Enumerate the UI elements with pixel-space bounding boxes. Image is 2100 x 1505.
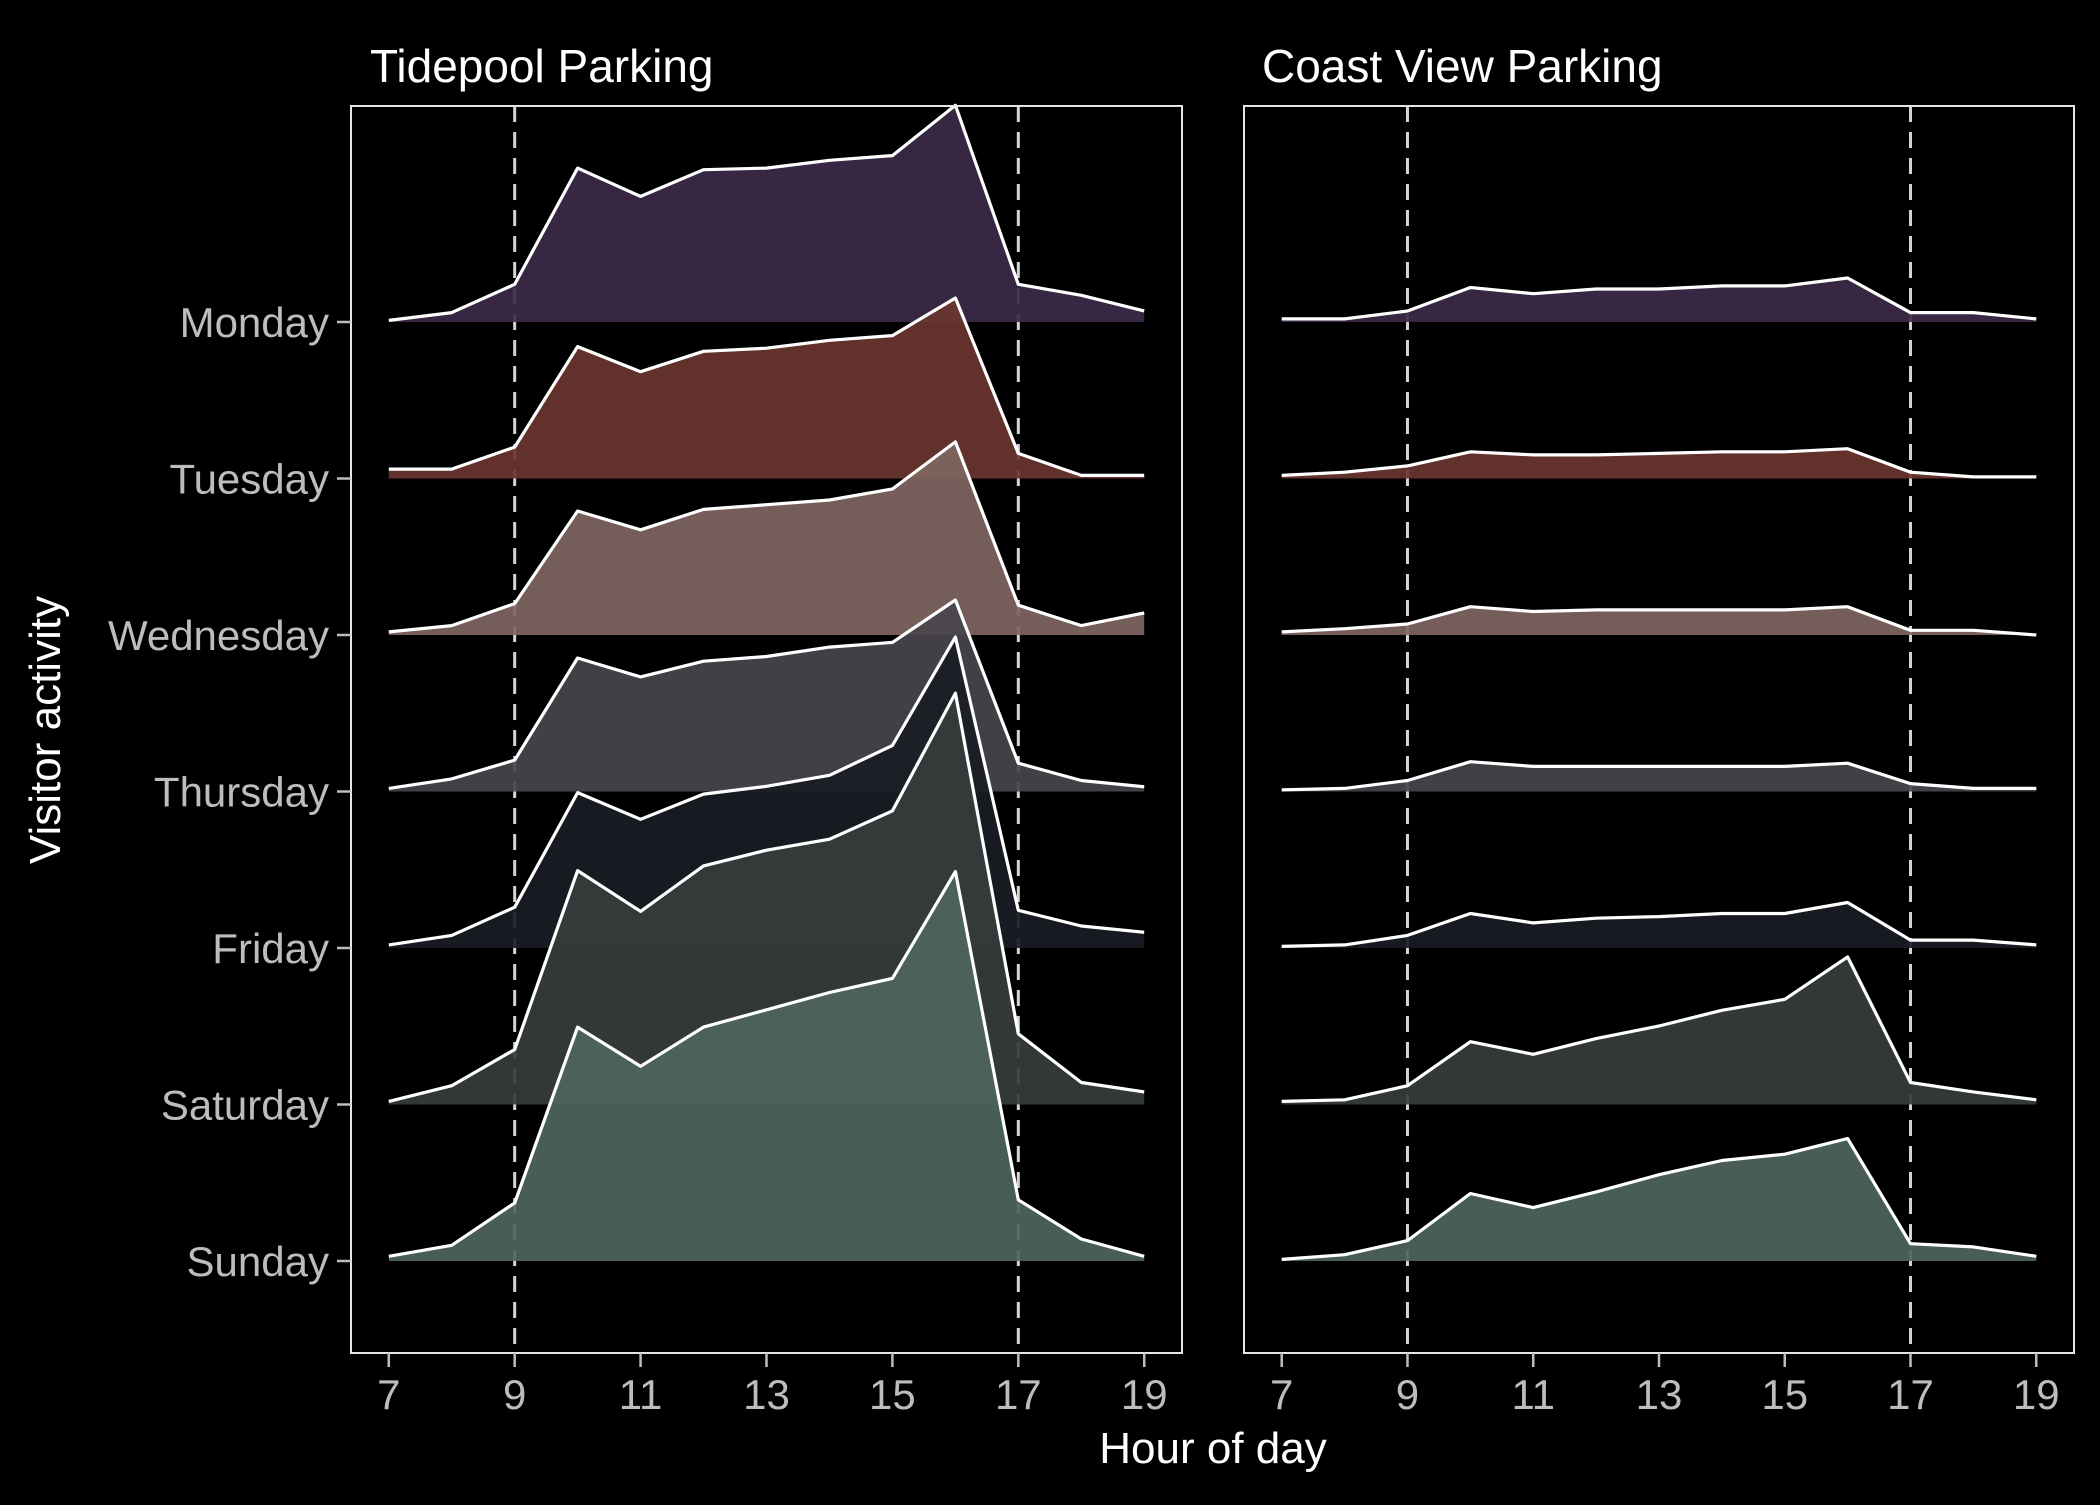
ridge-area-sunday bbox=[388, 871, 1145, 1261]
ridge-line-thursday bbox=[1281, 760, 2037, 792]
panel-tidepool-parking: Tidepool Parking 7 9 11 13 15 17 19 Monday Tuesd… bbox=[108, 40, 1183, 1418]
x-axis-title: Hour of day bbox=[1099, 1424, 1326, 1473]
ridge-line-saturday bbox=[388, 691, 1145, 1103]
ridge-line-sunday bbox=[388, 870, 1145, 1258]
x-tick-label: 13 bbox=[1636, 1371, 1683, 1418]
y-tick-label-sunday: Sunday bbox=[187, 1238, 329, 1285]
panel-title: Coast View Parking bbox=[1262, 40, 1663, 92]
ridge-line-monday bbox=[1281, 276, 2037, 321]
ridge-line-monday bbox=[388, 103, 1145, 322]
ridge-line-friday bbox=[388, 635, 1145, 947]
x-tick-label: 17 bbox=[1887, 1371, 1934, 1418]
x-tick-label: 17 bbox=[995, 1371, 1042, 1418]
x-tick-label: 13 bbox=[743, 1371, 790, 1418]
ridge-line-saturday bbox=[1281, 955, 2037, 1103]
y-tick-label-saturday: Saturday bbox=[161, 1082, 329, 1129]
x-tick-label: 15 bbox=[1761, 1371, 1808, 1418]
ridge-line-tuesday bbox=[388, 296, 1145, 477]
ridge-line-friday bbox=[1281, 900, 2037, 948]
ridge-line-thursday bbox=[388, 598, 1145, 790]
x-tick-label: 19 bbox=[2013, 1371, 2060, 1418]
x-tick-label: 11 bbox=[619, 1371, 663, 1418]
x-tick-label: 19 bbox=[1121, 1371, 1168, 1418]
ridge-line-wednesday bbox=[388, 440, 1145, 634]
panel-title: Tidepool Parking bbox=[370, 40, 714, 92]
panel-coast-view-parking: Coast View Parking 7 9 11 13 15 17 19 bbox=[1243, 40, 2075, 1418]
ridge-area-wednesday bbox=[388, 441, 1145, 635]
x-tick-label: 7 bbox=[377, 1371, 400, 1418]
y-tick-label-wednesday: Wednesday bbox=[108, 612, 329, 659]
x-tick-label: 9 bbox=[1396, 1371, 1419, 1418]
y-axis-title: Visitor activity bbox=[21, 596, 70, 864]
y-tick-label-monday: Monday bbox=[180, 299, 329, 346]
ridge-area-thursday bbox=[1281, 761, 2037, 792]
x-tick-label: 7 bbox=[1270, 1371, 1293, 1418]
y-tick-label-friday: Friday bbox=[212, 925, 329, 972]
ridge-area-tuesday bbox=[1281, 448, 2037, 479]
ridge-line-sunday bbox=[1281, 1136, 2037, 1261]
ridge-area-tuesday bbox=[388, 298, 1145, 479]
ridge-area-wednesday bbox=[1281, 606, 2037, 635]
x-tick-label: 15 bbox=[869, 1371, 916, 1418]
x-tick-label: 11 bbox=[1511, 1371, 1555, 1418]
x-tick-label: 9 bbox=[503, 1371, 526, 1418]
y-tick-label-tuesday: Tuesday bbox=[169, 456, 329, 503]
ridge-area-saturday bbox=[1281, 956, 2037, 1105]
y-tick-label-thursday: Thursday bbox=[154, 769, 329, 816]
ridge-area-monday bbox=[1281, 278, 2037, 322]
ridge-area-monday bbox=[388, 105, 1145, 322]
ridge-line-tuesday bbox=[1281, 447, 2037, 479]
ridge-area-sunday bbox=[1281, 1138, 2037, 1261]
ridge-line-wednesday bbox=[1281, 605, 2037, 637]
